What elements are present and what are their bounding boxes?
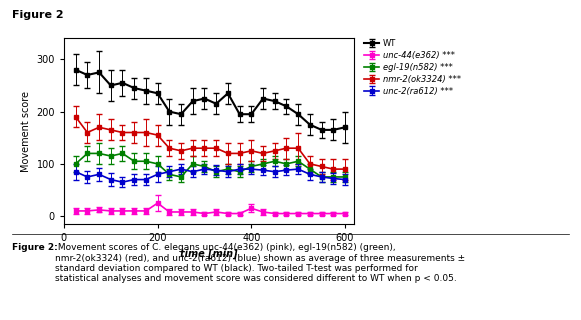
Text: Figure 2: Figure 2 [12, 10, 63, 20]
Legend: WT, unc-44(e362) ***, egl-19(n582) ***, nmr-2(ok3324) ***, unc-2(ra612) ***: WT, unc-44(e362) ***, egl-19(n582) ***, … [364, 39, 461, 96]
Text: Figure 2:: Figure 2: [12, 243, 58, 252]
Y-axis label: Movement score: Movement score [21, 91, 31, 172]
Text: Movement scores of C. elegans unc-44(e362) (pink), egl-19(n582) (green),
nmr-2(o: Movement scores of C. elegans unc-44(e36… [55, 243, 465, 284]
X-axis label: time [min]: time [min] [180, 249, 238, 259]
